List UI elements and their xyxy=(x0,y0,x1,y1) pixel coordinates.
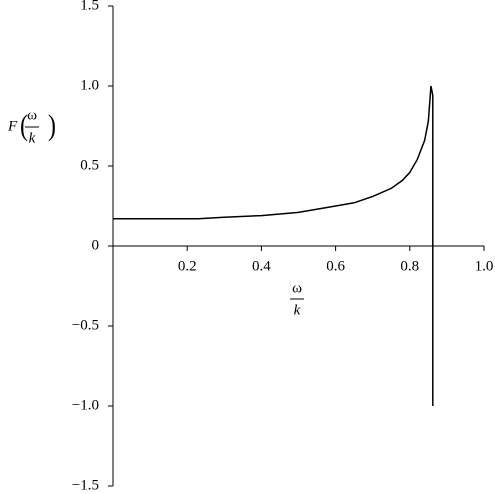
data-line xyxy=(113,85,434,406)
y-tick-label: 0 xyxy=(92,237,100,253)
y-tick-label: −1.0 xyxy=(72,397,99,413)
x-tick-label: 1.0 xyxy=(475,258,494,274)
y-tick-label: −0.5 xyxy=(72,317,99,333)
y-tick-label: −1.5 xyxy=(72,477,99,493)
y-label-function: F xyxy=(7,118,18,134)
paren: ( xyxy=(20,108,28,141)
x-label-numerator: ω xyxy=(292,280,302,296)
x-tick-label: 0.8 xyxy=(400,258,419,274)
y-tick-label: 0.5 xyxy=(80,157,99,173)
y-tick-label: 1.5 xyxy=(80,0,99,13)
y-tick-label: 1.0 xyxy=(80,77,99,93)
x-label-denominator: k xyxy=(294,302,301,318)
x-axis-label: ω k xyxy=(290,280,304,318)
paren: ) xyxy=(48,108,56,141)
x-tick-label: 0.4 xyxy=(252,258,271,274)
x-tick-label: 0.2 xyxy=(178,258,197,274)
y-label-denominator: k xyxy=(29,130,36,146)
y-label-numerator: ω xyxy=(27,107,37,123)
y-axis-label: F ( ω k ) xyxy=(7,107,56,146)
x-tick-label: 0.6 xyxy=(326,258,345,274)
